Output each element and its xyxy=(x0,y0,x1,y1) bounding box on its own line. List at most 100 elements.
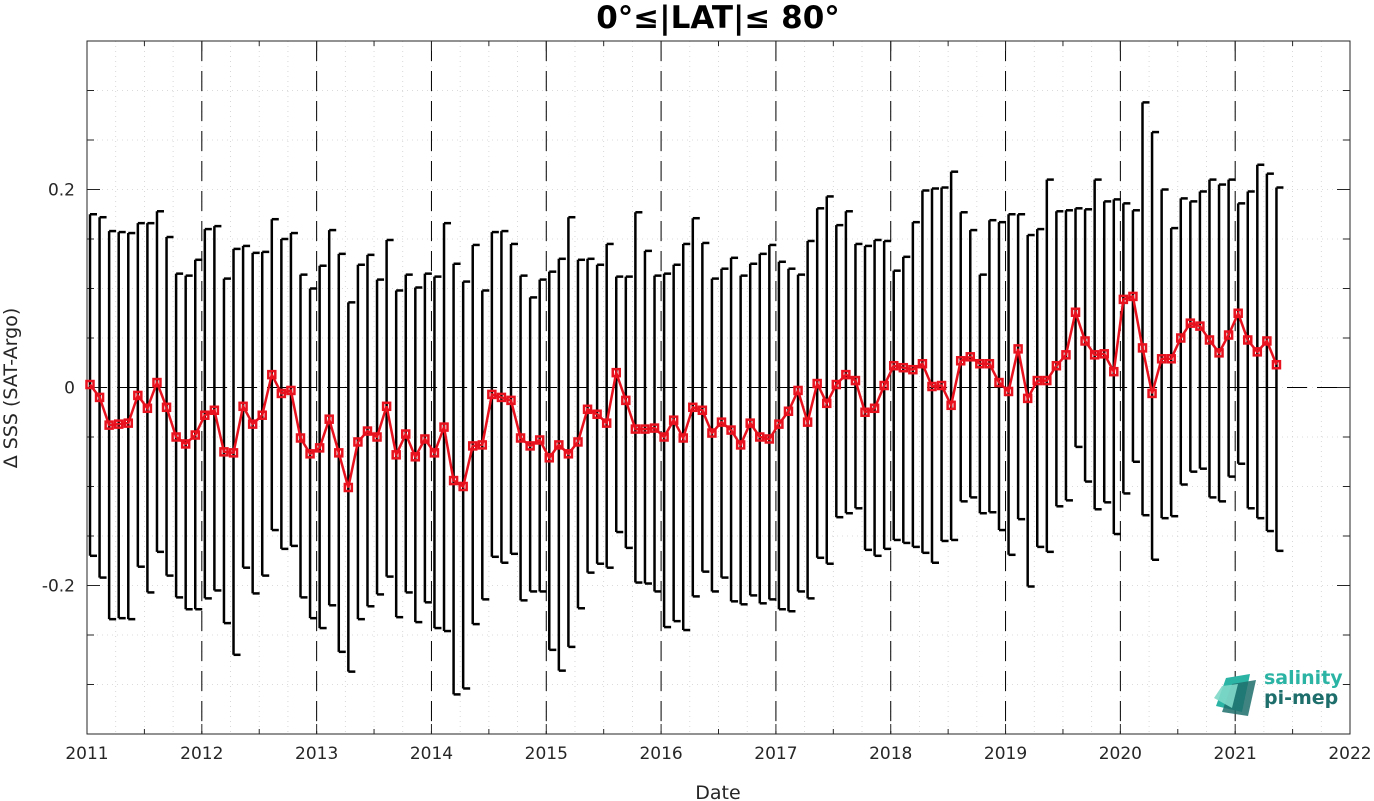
data-point-marker xyxy=(927,381,937,392)
data-point-marker xyxy=(190,430,200,440)
data-point-marker xyxy=(1099,349,1109,359)
x-tick-label: 2014 xyxy=(410,744,453,764)
data-point-marker xyxy=(697,405,708,416)
data-point-marker xyxy=(755,432,765,442)
axis-ticks xyxy=(86,41,1351,734)
data-point-marker xyxy=(745,418,755,428)
data-point-marker xyxy=(582,404,593,415)
data-point-marker xyxy=(1070,307,1081,318)
x-tick-label: 2015 xyxy=(525,744,568,764)
y-axis-label: Δ SSS (SAT-Argo) xyxy=(0,308,22,468)
data-point-marker xyxy=(353,437,363,447)
data-point-marker xyxy=(171,432,181,442)
data-point-marker xyxy=(869,403,880,414)
data-point-marker xyxy=(984,358,995,369)
data-point-marker xyxy=(793,385,803,396)
data-point-marker xyxy=(783,406,794,417)
x-tick-label: 2021 xyxy=(1214,744,1257,764)
data-point-marker xyxy=(888,360,899,371)
data-point-marker xyxy=(917,358,928,369)
data-point-marker xyxy=(487,389,497,400)
data-point-marker xyxy=(1032,375,1042,386)
data-point-marker xyxy=(362,426,373,436)
data-point-marker xyxy=(975,358,985,369)
data-point-marker xyxy=(448,475,459,486)
logo-line-pi-mep: pi-mep xyxy=(1264,687,1339,709)
data-point-marker xyxy=(544,453,555,463)
data-point-marker xyxy=(563,449,574,459)
data-point-marker xyxy=(955,356,966,366)
data-point-marker xyxy=(1042,375,1052,386)
data-point-marker xyxy=(1051,360,1062,371)
data-point-marker xyxy=(85,379,95,390)
data-point-marker xyxy=(946,400,956,411)
data-point-marker xyxy=(802,417,813,427)
data-point-marker xyxy=(860,407,870,417)
data-point-marker xyxy=(1147,388,1157,399)
x-tick-label: 2017 xyxy=(754,744,797,764)
data-point-marker xyxy=(1271,359,1282,370)
data-point-marker xyxy=(496,392,507,403)
data-point-marker xyxy=(1252,347,1263,357)
data-point-marker xyxy=(477,440,488,450)
data-point-marker xyxy=(678,433,688,443)
data-point-marker xyxy=(668,415,679,425)
data-point-marker xyxy=(1089,350,1100,360)
data-point-marker xyxy=(343,482,354,493)
data-point-marker xyxy=(113,419,124,429)
data-point-marker xyxy=(228,448,239,458)
data-point-marker xyxy=(314,443,325,453)
data-point-marker xyxy=(506,395,516,406)
data-point-marker xyxy=(965,352,976,362)
data-point-marker xyxy=(908,364,918,375)
data-point-marker xyxy=(1128,291,1138,302)
logo-line-salinity: salinity xyxy=(1264,667,1343,689)
data-point-marker xyxy=(822,398,832,409)
x-tick-label: 2019 xyxy=(984,744,1027,764)
data-point-marker xyxy=(812,378,822,389)
data-point-marker xyxy=(640,424,650,434)
data-point-marker xyxy=(1156,354,1167,364)
data-point-marker xyxy=(688,402,698,413)
data-point-marker xyxy=(1176,333,1186,343)
data-point-marker xyxy=(104,420,114,430)
data-point-marker xyxy=(1166,354,1176,364)
data-point-marker xyxy=(324,414,334,424)
data-point-marker xyxy=(1243,335,1253,345)
data-point-marker xyxy=(458,481,468,492)
chart-title: 0°≤|LAT|≤ 80° xyxy=(596,0,840,36)
data-point-marker xyxy=(238,401,248,412)
data-point-marker xyxy=(898,362,909,373)
data-point-marker xyxy=(429,448,440,458)
data-point-marker xyxy=(209,405,220,416)
data-point-marker xyxy=(295,433,306,443)
data-point-marker xyxy=(267,369,277,380)
data-point-marker xyxy=(525,441,535,451)
data-point-marker xyxy=(372,432,382,442)
data-point-marker xyxy=(735,440,746,450)
data-point-marker xyxy=(659,432,669,442)
salinity-pi-mep-logo: salinity pi-mep xyxy=(1212,668,1352,720)
data-point-marker xyxy=(381,401,392,412)
data-point-marker xyxy=(219,447,229,457)
y-tick-labels: -0.2 0 0.2 xyxy=(42,181,75,597)
data-point-marker xyxy=(1195,321,1205,331)
data-point-marker xyxy=(1262,336,1272,346)
data-point-marker xyxy=(831,379,842,390)
x-tick-label: 2020 xyxy=(1099,744,1142,764)
x-axis-label: Date xyxy=(695,782,740,801)
data-point-marker xyxy=(601,418,612,428)
logo-icon xyxy=(1214,674,1256,716)
data-point-marker xyxy=(152,377,162,388)
data-point-marker xyxy=(180,439,191,449)
data-point-marker xyxy=(401,429,411,439)
data-point-marker xyxy=(410,452,421,462)
data-point-marker xyxy=(1137,343,1148,353)
data-point-marker xyxy=(1003,386,1014,397)
data-point-marker xyxy=(1118,294,1129,305)
data-point-marker xyxy=(391,450,401,460)
data-point-marker xyxy=(573,437,583,447)
series-markers xyxy=(85,291,1282,493)
data-point-marker xyxy=(1233,308,1243,318)
x-tick-label: 2012 xyxy=(180,744,223,764)
